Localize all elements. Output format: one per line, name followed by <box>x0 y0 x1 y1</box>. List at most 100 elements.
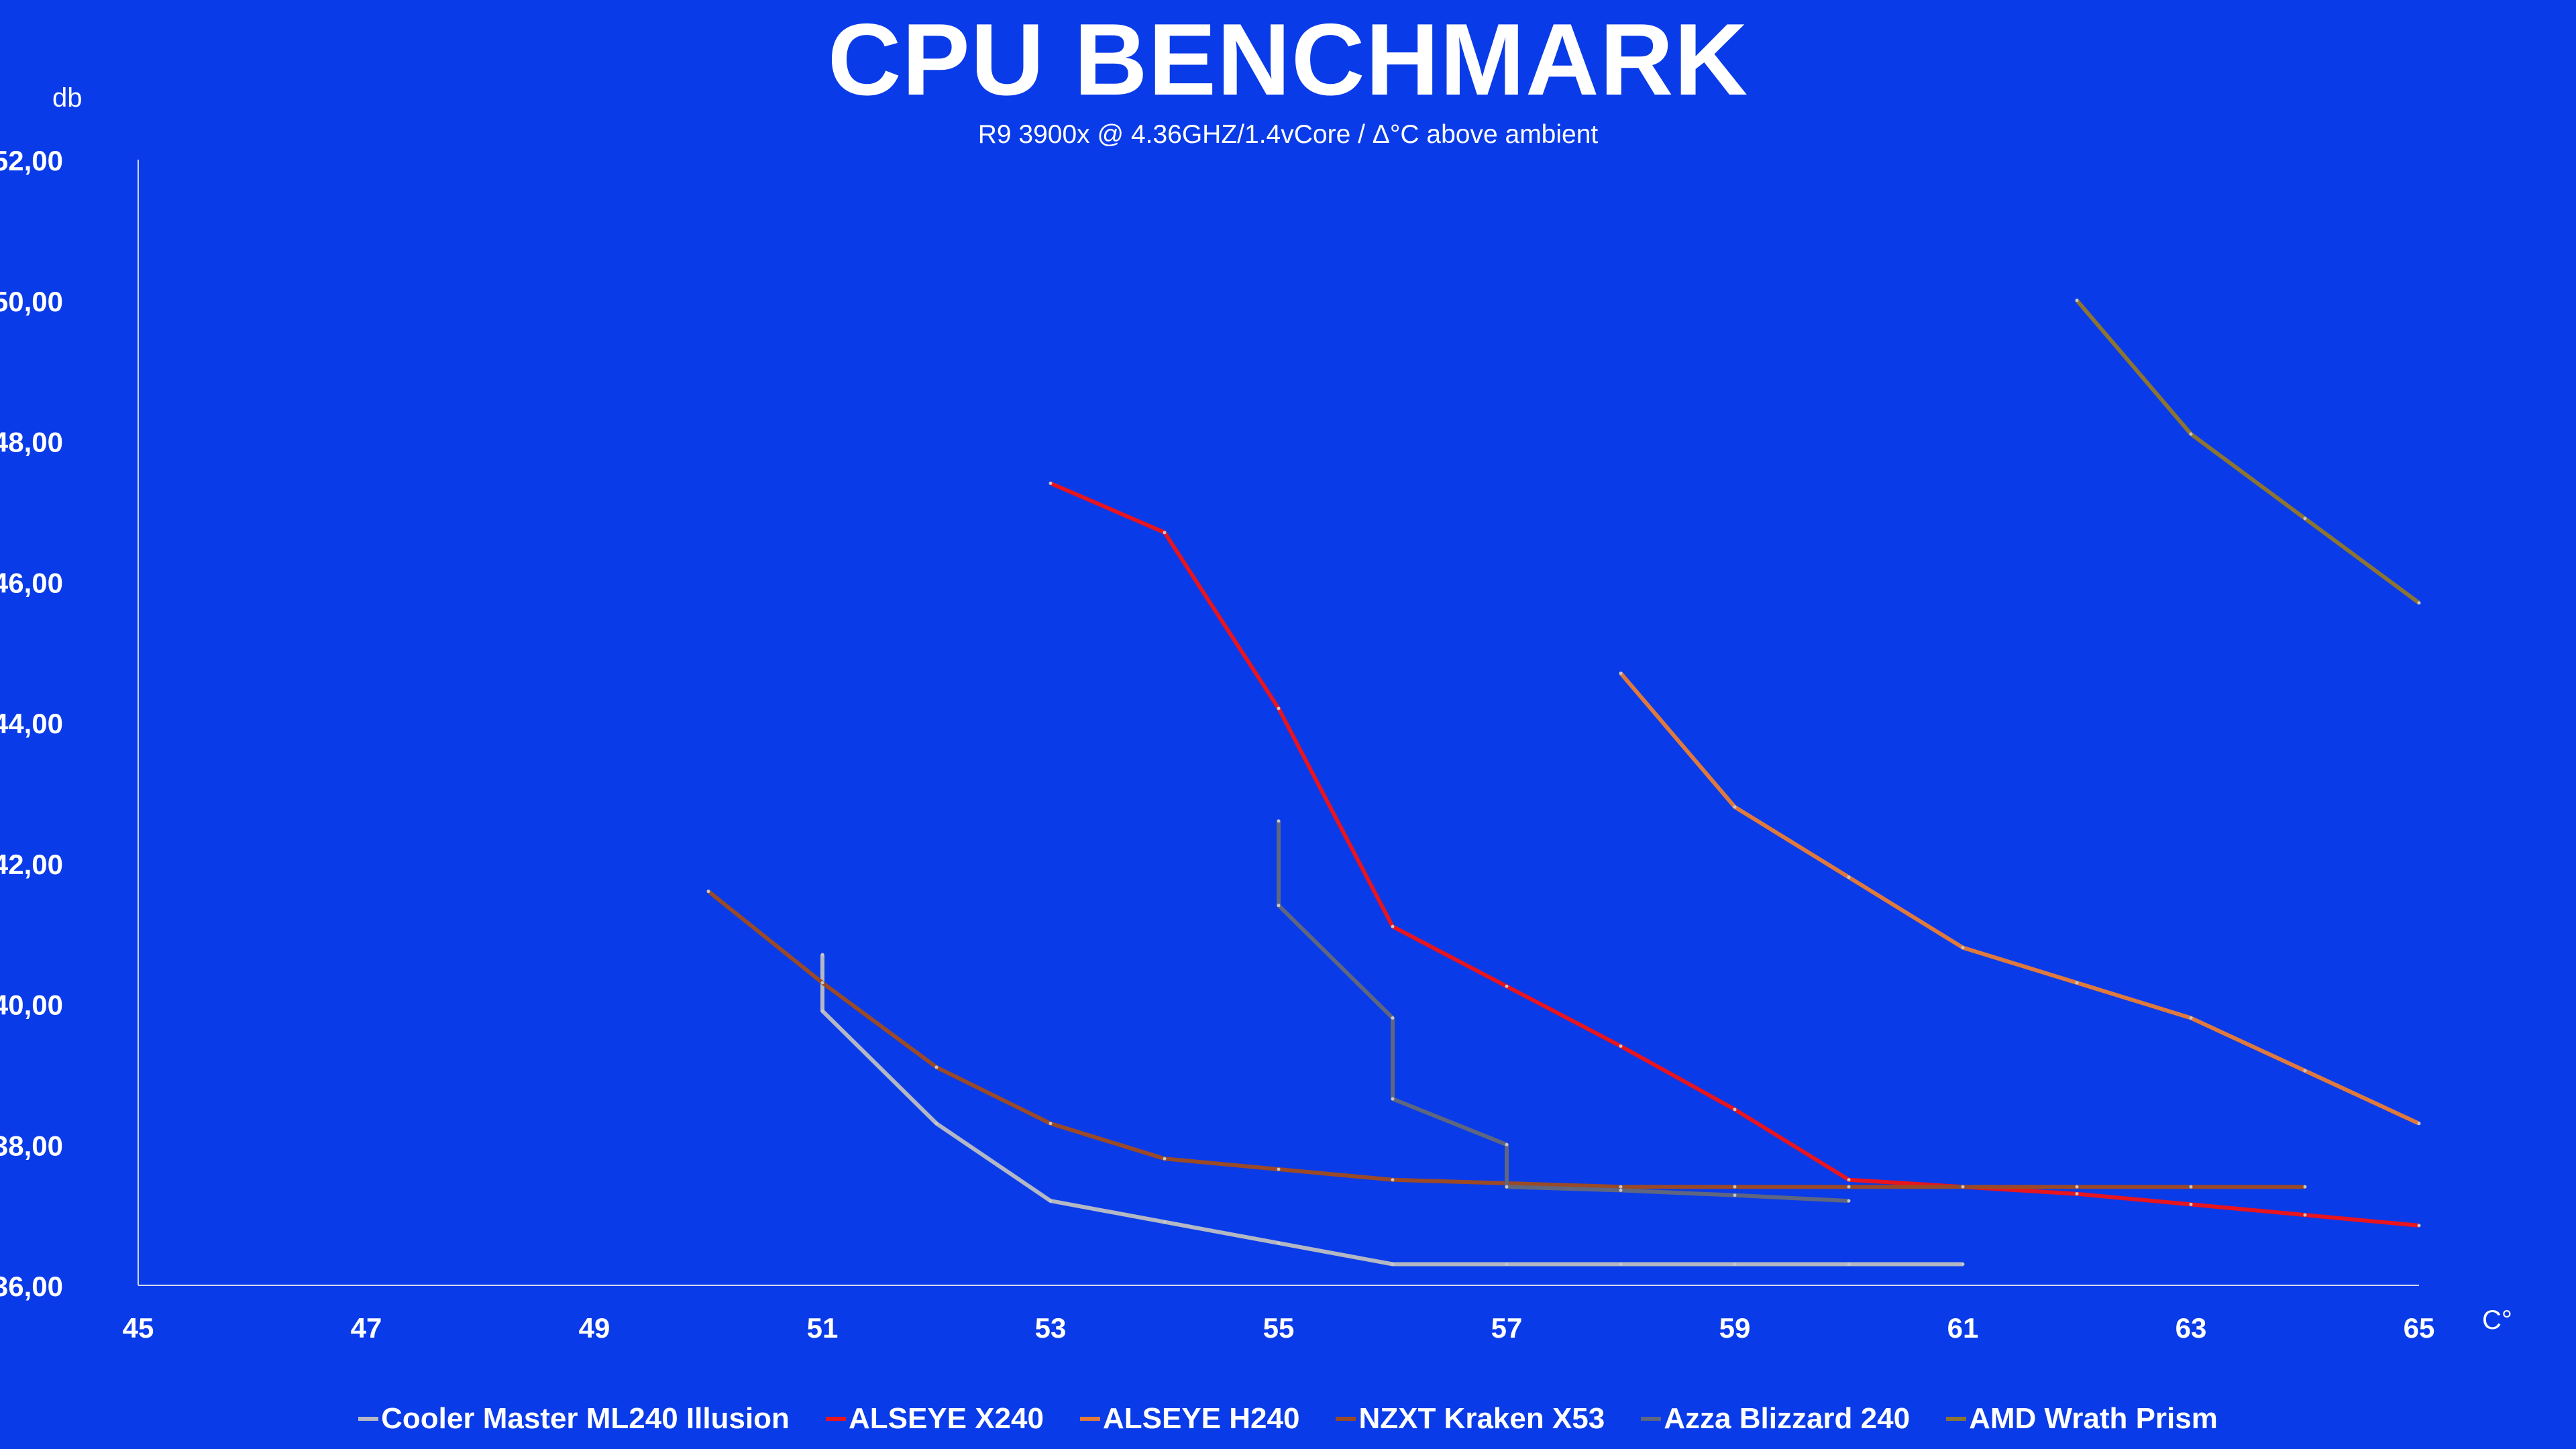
legend-item: ALSEYE X240 <box>825 1402 1044 1436</box>
legend-label: NZXT Kraken X53 <box>1358 1402 1605 1435</box>
legend-label: ALSEYE H240 <box>1102 1402 1300 1435</box>
y-tick-label: 50,00 <box>0 286 63 317</box>
series-point <box>1847 1263 1851 1267</box>
x-tick-label: 49 <box>579 1312 610 1344</box>
series-point <box>1277 904 1281 908</box>
x-tick-label: 59 <box>1719 1312 1751 1344</box>
series-point <box>1619 672 1623 676</box>
series-point <box>1163 1157 1167 1161</box>
series-point <box>1049 1199 1053 1203</box>
series-point <box>820 953 824 957</box>
series-point <box>1505 984 1509 988</box>
series-point <box>1391 1178 1395 1182</box>
series-point <box>934 1065 938 1069</box>
legend-swatch <box>825 1417 846 1421</box>
series-point <box>1619 1263 1623 1267</box>
series-point <box>2189 432 2193 436</box>
x-tick-label: 45 <box>123 1312 154 1344</box>
series-point <box>1277 819 1281 823</box>
series-point <box>1847 1185 1851 1189</box>
series-line-5 <box>2075 299 2420 605</box>
y-tick-label: 40,00 <box>0 989 63 1021</box>
series-point <box>934 1122 938 1126</box>
legend-label: Cooler Master ML240 Illusion <box>381 1402 790 1435</box>
legend-label: Azza Blizzard 240 <box>1664 1402 1911 1435</box>
legend-swatch <box>358 1417 379 1421</box>
series-point <box>2189 1202 2193 1206</box>
series-point <box>2189 1185 2193 1189</box>
series-point <box>2303 1213 2307 1217</box>
series-point <box>1961 1185 1965 1189</box>
series-point <box>1733 1108 1737 1112</box>
legend-item: AMD Wrath Prism <box>1946 1402 2218 1436</box>
series-line-2 <box>1619 672 2420 1126</box>
series-point <box>2303 1069 2307 1073</box>
series-point <box>1163 1220 1167 1224</box>
legend-item: NZXT Kraken X53 <box>1336 1402 1605 1436</box>
series-point <box>1391 924 1395 928</box>
legend-swatch <box>1946 1417 1967 1421</box>
series-point <box>2189 1016 2193 1020</box>
series-point <box>1619 1185 1623 1189</box>
series-point <box>1733 1185 1737 1189</box>
series-point <box>1847 1178 1851 1182</box>
series-point <box>2303 517 2307 521</box>
series-point <box>1733 805 1737 809</box>
series-point <box>1619 1044 1623 1048</box>
series-point <box>1391 1263 1395 1267</box>
series-point <box>1049 481 1053 485</box>
series-point <box>2075 1185 2079 1189</box>
series-point <box>2417 1224 2421 1228</box>
series-point <box>1505 1185 1509 1189</box>
series-point <box>1163 531 1167 535</box>
y-tick-label: 52,00 <box>0 145 63 176</box>
series-point <box>1733 1263 1737 1267</box>
series-line-0 <box>820 955 1963 1267</box>
y-tick-label: 36,00 <box>0 1271 63 1302</box>
series-point <box>706 890 710 894</box>
series-point <box>1847 875 1851 879</box>
chart-legend: Cooler Master ML240 Illusion ALSEYE X240 A… <box>0 1402 2576 1436</box>
x-tick-label: 47 <box>351 1312 382 1344</box>
x-tick-label: 65 <box>2404 1312 2435 1344</box>
y-tick-label: 44,00 <box>0 708 63 739</box>
legend-swatch <box>1336 1417 1356 1421</box>
y-tick-label: 46,00 <box>0 567 63 598</box>
x-tick-label: 57 <box>1491 1312 1523 1344</box>
series-point <box>1277 1167 1281 1171</box>
x-tick-label: 51 <box>807 1312 839 1344</box>
series-point <box>1733 1193 1737 1197</box>
y-axis-label: db <box>52 83 83 113</box>
x-tick-label: 61 <box>1947 1312 1979 1344</box>
series-point <box>2417 601 2421 605</box>
y-tick-label: 38,00 <box>0 1130 63 1161</box>
x-tick-label: 53 <box>1035 1312 1067 1344</box>
x-tick-label: 63 <box>2176 1312 2207 1344</box>
legend-item: ALSEYE H240 <box>1079 1402 1300 1436</box>
series-point <box>2075 1192 2079 1196</box>
series-line-1 <box>1049 481 2420 1228</box>
legend-swatch <box>1079 1417 1100 1421</box>
x-axis-label: C° <box>2482 1305 2512 1335</box>
y-tick-label: 48,00 <box>0 427 63 458</box>
chart-title: CPU BENCHMARK <box>827 3 1749 117</box>
series-point <box>1277 706 1281 710</box>
series-point <box>1391 1016 1395 1020</box>
series-point <box>2303 1185 2307 1189</box>
legend-item: Azza Blizzard 240 <box>1641 1402 1910 1436</box>
series-point <box>1391 1097 1395 1101</box>
series-line-4 <box>1277 820 1849 1203</box>
legend-label: AMD Wrath Prism <box>1969 1402 2218 1435</box>
series-point <box>1961 1263 1965 1267</box>
legend-item: Cooler Master ML240 Illusion <box>358 1402 790 1436</box>
series-point <box>1505 1263 1509 1267</box>
series-point <box>1505 1142 1509 1146</box>
series-point <box>1277 1241 1281 1245</box>
series-point <box>2075 299 2079 303</box>
chart-subtitle: R9 3900x @ 4.36GHZ/1.4vCore / Δ°C above … <box>977 120 1599 149</box>
series-point <box>820 981 824 985</box>
series-point <box>820 1009 824 1013</box>
x-tick-label: 55 <box>1263 1312 1295 1344</box>
series-point <box>1049 1122 1053 1126</box>
